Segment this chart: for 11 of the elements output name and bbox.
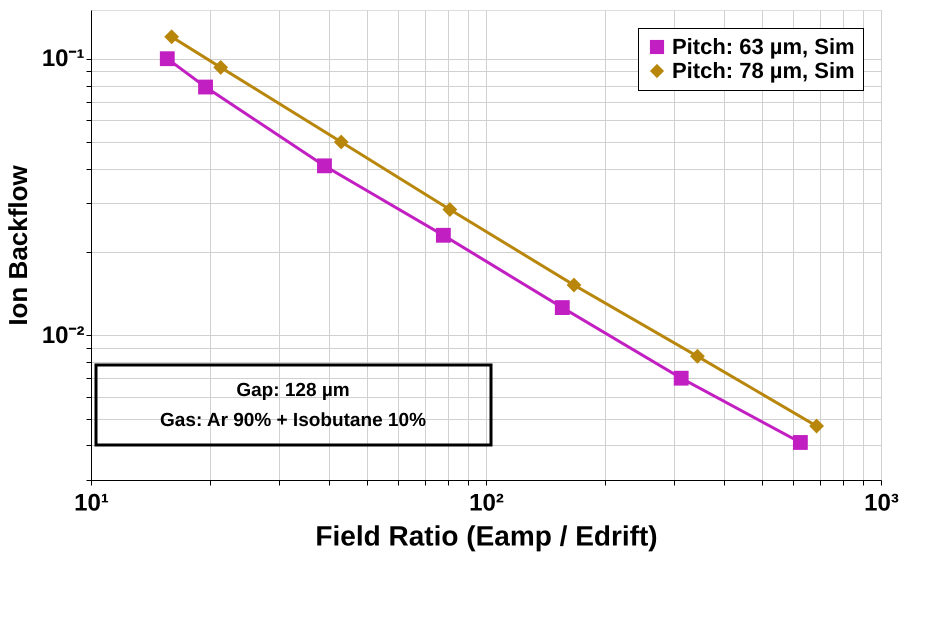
legend-label: Pitch: 63 µm, Sim xyxy=(672,34,855,59)
y-axis-title: Ion Backflow xyxy=(2,164,33,326)
annotation: Gap: 128 µm xyxy=(236,380,350,401)
annotation: Gas: Ar 90% + Isobutane 10% xyxy=(160,410,426,431)
y-tick-label: 10⁻¹ xyxy=(42,45,85,72)
x-tick-label: 10³ xyxy=(864,490,899,516)
x-tick-label: 10² xyxy=(469,490,504,516)
y-tick-label: 10⁻² xyxy=(42,322,85,349)
x-axis-title: Field Ratio (Eamp / Edrift) xyxy=(315,520,658,552)
legend-label: Pitch: 78 µm, Sim xyxy=(672,58,855,83)
x-tick-label: 10¹ xyxy=(74,490,109,516)
